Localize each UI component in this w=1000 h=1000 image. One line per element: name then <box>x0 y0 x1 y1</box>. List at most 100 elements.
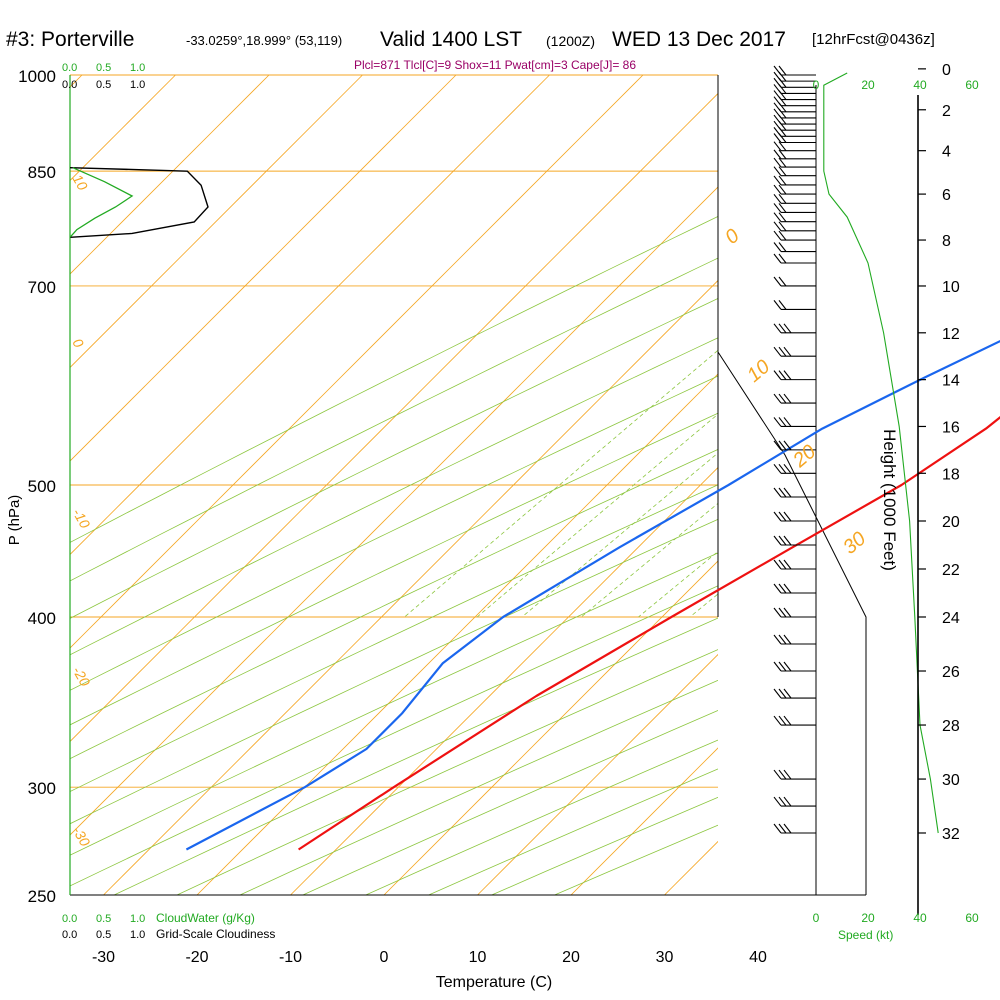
cloudiness-profile <box>69 166 209 239</box>
barb-feather <box>773 688 782 699</box>
dry-adiabat-line <box>113 617 718 895</box>
forecast-run: [12hrFcst@0436z] <box>812 31 935 48</box>
isobars <box>70 74 718 896</box>
barb-feather <box>773 634 782 645</box>
wind-barb <box>773 511 816 522</box>
temperature-tick-label: 20 <box>562 949 580 966</box>
wind-barb <box>773 607 816 618</box>
barb-feather <box>783 323 792 334</box>
height-tick-label: 2 <box>942 103 951 120</box>
barb-feather <box>778 715 787 726</box>
adiabat-label: 0 <box>69 336 87 351</box>
series-dewpoint <box>185 339 1000 851</box>
temperature-tick-label: 10 <box>469 949 487 966</box>
wind-barb <box>773 769 816 780</box>
dry-adiabat-line <box>176 649 718 895</box>
barb-feather <box>773 346 782 357</box>
wind-barb <box>773 242 816 253</box>
speed-tick-top: 40 <box>913 78 927 92</box>
barb-feather <box>783 559 792 570</box>
barb-feather <box>778 769 787 780</box>
barb-feather <box>778 535 787 546</box>
speed-tick-top: 20 <box>861 78 875 92</box>
dry-adiabat-line <box>70 552 718 856</box>
height-tick-label: 10 <box>942 279 960 296</box>
wind-barb <box>773 133 816 144</box>
height-tick-label: 8 <box>942 233 951 250</box>
barb-feather <box>783 796 792 807</box>
wind-barb <box>773 193 816 204</box>
wind-barb <box>773 393 816 404</box>
cloud-water-tick-top: 0.5 <box>96 62 111 74</box>
barb-feather <box>773 230 782 241</box>
barb-feather <box>773 559 782 570</box>
dry-adiabat-line <box>70 337 718 656</box>
barb-feather <box>773 393 782 404</box>
cloudiness-tick-bottom: 1.0 <box>130 929 145 941</box>
isotherm-line <box>383 560 718 895</box>
speed-tick-bottom: 0 <box>813 911 820 925</box>
barb-feather <box>773 463 782 474</box>
height-tick-label: 22 <box>942 562 960 579</box>
wind-barb <box>773 796 816 807</box>
wind-barb <box>773 212 816 223</box>
barb-feather <box>773 253 782 264</box>
pressure-tick-label: 700 <box>28 278 56 297</box>
cloud-panel <box>69 75 209 895</box>
speed-tick-bottom: 20 <box>861 911 875 925</box>
barb-feather <box>773 149 782 160</box>
adiabat-label: 0 <box>721 225 744 249</box>
cloudiness-tick-top: 0.0 <box>62 79 77 91</box>
barb-feather <box>778 607 787 618</box>
right-axis-label: Height (1000 Feet) <box>880 429 899 571</box>
adiabat-label: 10 <box>743 356 774 387</box>
dry-adiabat-line <box>70 585 718 887</box>
barb-feather <box>778 661 787 672</box>
barb-feather <box>773 511 782 522</box>
barb-feather <box>778 417 787 427</box>
barb-feather <box>778 65 787 76</box>
barb-feather <box>773 535 782 546</box>
wind-barb <box>773 535 816 546</box>
wind-barb <box>773 463 816 474</box>
cloud-water-tick-top: 1.0 <box>130 62 145 74</box>
mixing-ratio-line <box>689 593 718 618</box>
adiabat-label: 10 <box>69 172 91 194</box>
barb-feather <box>778 511 787 522</box>
barb-feather <box>773 157 782 168</box>
dry-adiabat-line <box>70 412 718 726</box>
pressure-tick-label: 500 <box>28 477 56 496</box>
barb-feather <box>773 133 782 143</box>
cloudiness-tick-bottom: 0.0 <box>62 929 77 941</box>
barb-feather <box>778 370 787 380</box>
barb-feather <box>778 242 787 252</box>
adiabat-label: -20 <box>69 664 93 690</box>
mixing-ratio-lines <box>404 349 718 618</box>
barb-feather <box>778 583 787 594</box>
barb-feather <box>778 221 787 232</box>
height-tick-label: 30 <box>942 772 960 789</box>
wind-barb <box>773 230 816 241</box>
barb-feather <box>773 417 782 427</box>
wind-barb <box>773 487 816 498</box>
barb-feather <box>778 108 787 119</box>
wind-barb <box>773 688 816 699</box>
cloudiness-label: Grid-Scale Cloudiness <box>156 927 275 941</box>
height-tick-label: 4 <box>942 144 951 161</box>
barb-feather <box>778 114 787 125</box>
height-tick-label: 14 <box>942 373 960 390</box>
barb-feather <box>773 715 782 726</box>
cloud-water-profile <box>69 167 134 238</box>
barb-feather <box>778 96 787 107</box>
barb-feather <box>783 511 792 522</box>
barb-feather <box>783 688 792 699</box>
height-tick-label: 6 <box>942 187 951 204</box>
barb-feather <box>773 583 782 594</box>
title-bar: #3: Porterville -33.0259°,18.999° (53,11… <box>0 0 1000 60</box>
sounding-parameters: Plcl=871 Tlcl[C]=9 Shox=11 Pwat[cm]=3 Ca… <box>353 58 637 72</box>
isotherm-line <box>852 75 1000 895</box>
profile-series <box>185 339 1000 851</box>
isotherm-line <box>70 75 270 275</box>
height-tick-label: 20 <box>942 514 960 531</box>
temperature-tick-label: 30 <box>656 949 674 966</box>
